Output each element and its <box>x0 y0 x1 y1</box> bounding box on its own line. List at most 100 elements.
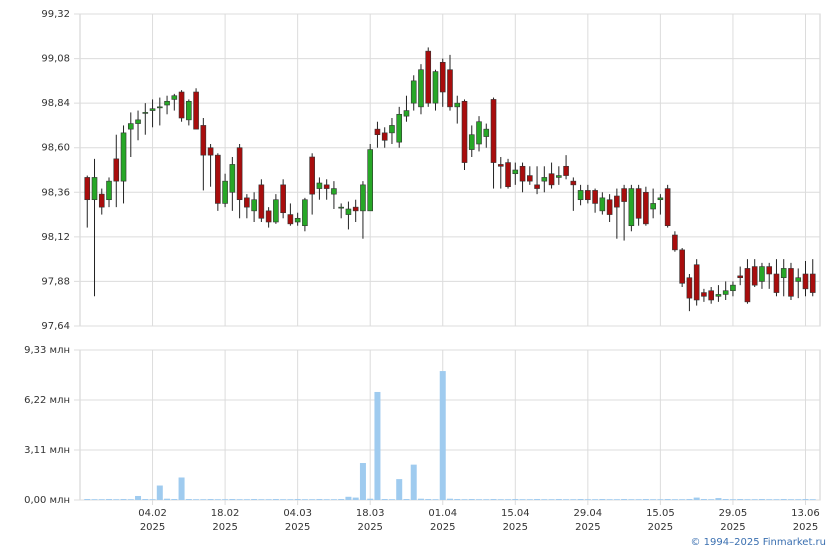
volume-bar <box>214 499 221 500</box>
candle-body <box>418 69 424 108</box>
candle-body <box>563 165 569 176</box>
volume-bar <box>468 499 475 500</box>
volume-bar <box>91 499 98 500</box>
candle-body <box>476 121 482 145</box>
candle-body <box>628 188 635 227</box>
volume-bar <box>584 499 591 500</box>
candle-body <box>425 50 432 104</box>
volume-bar <box>664 499 671 500</box>
volume-bar <box>548 499 555 500</box>
y-tick-label: 98,36 <box>41 187 70 198</box>
volume-bar <box>287 499 294 500</box>
candle-body <box>338 206 344 209</box>
candle-body <box>693 264 700 301</box>
volume-bar <box>164 498 171 500</box>
candle-body <box>200 125 207 156</box>
x-tick-year: 2025 <box>793 522 818 533</box>
volume-bar <box>577 499 584 500</box>
candle-body <box>737 275 743 279</box>
candle-body <box>331 188 337 195</box>
candle-body <box>142 112 149 114</box>
volume-bar <box>628 499 635 500</box>
candle-body <box>135 119 141 124</box>
x-tick-year: 2025 <box>357 522 382 533</box>
volume-bar <box>454 499 461 500</box>
candle-body <box>534 184 540 189</box>
candle-body <box>556 175 562 178</box>
volume-bar <box>345 496 352 500</box>
volume-bar <box>555 499 562 500</box>
candle-body <box>621 188 627 202</box>
volume-bar <box>461 499 468 500</box>
candle-body <box>447 69 453 108</box>
volume-bar <box>425 499 432 500</box>
candle-body <box>497 164 504 167</box>
candle-body <box>751 266 758 286</box>
candle-body <box>577 190 584 201</box>
x-tick-label: 29.04 <box>574 508 603 519</box>
volume-bar <box>193 499 200 500</box>
candle-body <box>527 175 533 182</box>
candle-body <box>802 273 809 290</box>
volume-bar <box>396 479 403 500</box>
volume-bar <box>410 464 417 500</box>
x-tick-label: 13.06 <box>791 508 820 519</box>
candle-body <box>345 208 352 215</box>
candle-body <box>127 123 134 130</box>
candle-body <box>686 277 693 299</box>
candle-body <box>657 197 664 201</box>
volume-bar <box>483 499 490 500</box>
candle-body <box>164 100 170 106</box>
y-tick-label: 6,22 млн <box>24 395 70 406</box>
volume-bar <box>243 499 250 500</box>
candle-body <box>236 147 243 201</box>
volume-bar <box>534 499 541 500</box>
candle-body <box>635 188 642 219</box>
volume-bar <box>722 499 729 500</box>
candle-body <box>106 180 112 201</box>
candle-body <box>722 290 729 295</box>
candle-body <box>606 199 613 215</box>
candle-body <box>519 165 526 182</box>
candle-body <box>490 99 497 163</box>
volume-bar <box>149 499 156 500</box>
candle-body <box>664 188 671 227</box>
candle-body <box>708 290 714 301</box>
candle-body <box>788 268 794 297</box>
volume-bar <box>352 497 359 500</box>
x-tick-label: 01.04 <box>428 508 457 519</box>
candle-body <box>766 266 773 275</box>
volume-bar <box>171 499 178 500</box>
candle-body <box>759 266 765 282</box>
volume-bar <box>526 499 533 500</box>
volume-bar <box>693 497 700 500</box>
volume-bar <box>142 499 149 500</box>
candle-body <box>215 154 221 204</box>
volume-bar <box>729 499 736 500</box>
volume-bar <box>280 499 287 500</box>
volume-bar <box>606 499 613 500</box>
volume-bar <box>737 499 744 500</box>
candle-body <box>360 184 366 212</box>
volume-bar <box>541 499 548 500</box>
volume-bar <box>388 499 395 500</box>
volume-bar <box>374 391 381 500</box>
volume-bar <box>338 499 345 500</box>
candle-body <box>258 184 265 219</box>
volume-bar <box>127 499 134 500</box>
candle-body <box>84 177 91 201</box>
candle-body <box>650 203 656 210</box>
y-tick-label: 97,88 <box>41 276 70 287</box>
volume-bar <box>272 499 279 500</box>
candle-body <box>809 273 816 293</box>
candle-body <box>367 149 373 212</box>
y-tick-label: 9,33 млн <box>24 345 70 356</box>
volume-bar <box>294 499 301 500</box>
x-tick-label: 15.04 <box>501 508 530 519</box>
volume-bar <box>106 499 113 500</box>
volume-bar <box>715 498 722 500</box>
volume-bar <box>592 499 599 500</box>
volume-bar <box>301 499 308 500</box>
candle-body <box>483 128 490 137</box>
